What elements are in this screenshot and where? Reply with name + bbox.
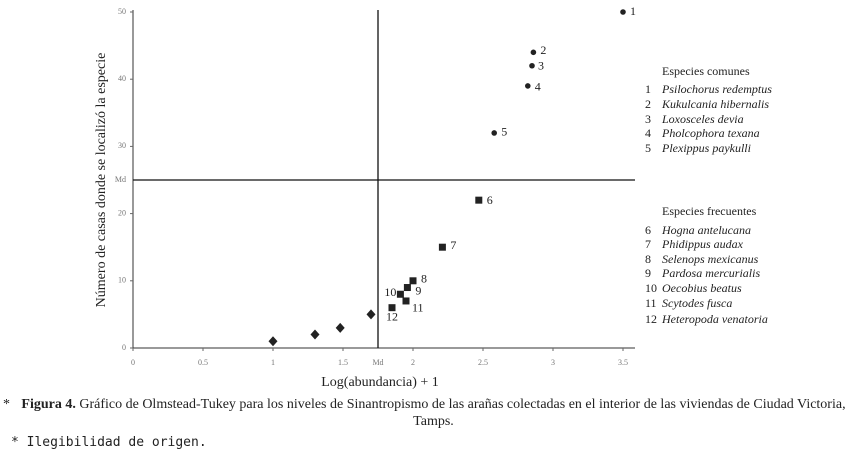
point: [366, 309, 376, 320]
caption-text: Gráfico de Olmstead-Tukey para los nivel…: [79, 397, 846, 429]
legend-name: Kukulcania hibernalis: [661, 97, 769, 111]
legend-name: Hogna antelucana: [661, 223, 751, 237]
point: [409, 277, 417, 285]
point-label: 2: [540, 43, 546, 57]
caption-label: Figura 4.: [21, 397, 76, 412]
median-x-label: Md: [372, 358, 383, 367]
point-label: 10: [384, 285, 396, 299]
legend-number: 1: [645, 82, 651, 96]
legend-name: Scytodes fusca: [662, 296, 732, 310]
point-label: 8: [421, 272, 427, 286]
legend-number: 3: [645, 112, 651, 126]
legend-number: 5: [645, 141, 651, 155]
y-tick-label: 10: [118, 276, 126, 285]
point: [529, 62, 535, 69]
point-label: 9: [415, 283, 421, 297]
y-tick-label: 0: [122, 343, 126, 352]
legend-number: 8: [645, 252, 651, 266]
x-tick-label: 0: [131, 358, 135, 367]
point-label: 3: [538, 59, 544, 73]
legend-name: Phidippus audax: [661, 237, 744, 251]
median-y-label: Md: [115, 175, 126, 184]
caption-marker: *: [3, 397, 10, 412]
y-tick-label: 40: [118, 74, 126, 83]
point: [620, 9, 626, 15]
legend-number: 10: [645, 281, 657, 295]
point: [530, 49, 537, 56]
point: [268, 336, 278, 347]
caption-body: Figura 4. Gráfico de Olmstead-Tukey para…: [0, 396, 861, 430]
point: [491, 130, 498, 136]
legend-title: Especies frecuentes: [662, 204, 757, 218]
point-label: 11: [412, 301, 424, 315]
point: [396, 290, 404, 298]
legend-name: Heteropoda venatoria: [661, 312, 768, 326]
x-tick-label: 3: [551, 358, 555, 367]
point: [310, 329, 320, 340]
point-label: 1: [630, 4, 636, 18]
point: [388, 304, 396, 312]
x-tick-label: 1: [271, 358, 275, 367]
legend-name: Pardosa mercurialis: [661, 266, 760, 280]
chart: Log(abundancia) + 1 Número de casas dond…: [94, 4, 772, 390]
legend-number: 11: [645, 296, 657, 310]
legend-name: Oecobius beatus: [662, 281, 742, 295]
point: [438, 243, 446, 251]
legend-name: Loxosceles devia: [661, 112, 744, 126]
x-tick-label: 1.5: [338, 358, 348, 367]
x-tick-label: 0.5: [198, 358, 208, 367]
point-label: 7: [450, 238, 456, 252]
point-label: 5: [501, 125, 507, 139]
x-tick-label: 2: [411, 358, 415, 367]
legend-name: Selenops mexicanus: [662, 252, 759, 266]
legend-number: 7: [645, 237, 651, 251]
point: [403, 284, 411, 292]
point: [475, 196, 483, 204]
legend-name: Plexippus paykulli: [661, 141, 751, 155]
x-axis-label: Log(abundancia) + 1: [321, 375, 439, 390]
legend-number: 9: [645, 266, 651, 280]
caption: * Figura 4. Gráfico de Olmstead-Tukey pa…: [0, 396, 861, 430]
point: [335, 322, 345, 333]
point: [525, 83, 531, 89]
legend-name: Psilochorus redemptus: [661, 82, 772, 96]
point: [402, 297, 410, 305]
x-tick-label: 3.5: [618, 358, 628, 367]
footnote: * Ilegibilidad de origen.: [11, 435, 207, 450]
x-tick-label: 2.5: [478, 358, 488, 367]
y-tick-label: 30: [118, 141, 126, 150]
point-label: 4: [535, 80, 541, 94]
point-label: 6: [487, 193, 493, 207]
legend-number: 12: [645, 312, 657, 326]
legend-title: Especies comunes: [662, 64, 750, 78]
legend-number: 4: [645, 126, 651, 140]
y-tick-label: 50: [118, 7, 126, 16]
y-tick-label: 20: [118, 208, 126, 217]
legend-number: 2: [645, 97, 651, 111]
y-axis-label: Número de casas donde se localizó la esp…: [94, 53, 109, 308]
legend-name: Pholcophora texana: [661, 126, 760, 140]
point-label: 12: [386, 309, 398, 323]
legend-number: 6: [645, 223, 651, 237]
